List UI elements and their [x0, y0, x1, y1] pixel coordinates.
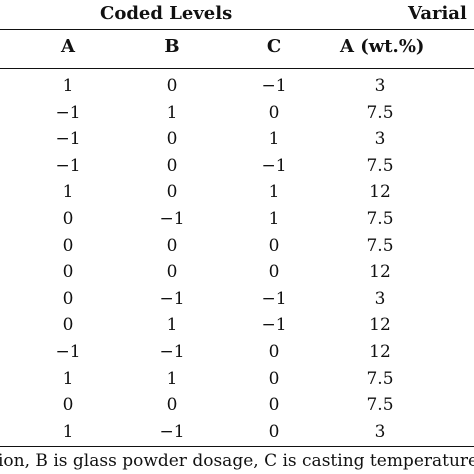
column-header-a-wt: A (wt.%) — [340, 36, 425, 57]
table-cell: −1 — [159, 421, 185, 442]
table-cell: 0 — [62, 262, 74, 283]
table-cell: 7.5 — [366, 368, 394, 389]
header-rule-bottom — [0, 68, 474, 69]
table-cell: 0 — [62, 209, 74, 229]
table-cell: −1 — [55, 342, 81, 362]
table-cell: 0 — [268, 235, 280, 256]
table-cell: 0 — [62, 235, 74, 256]
table-bottom-rule — [0, 446, 474, 447]
table-cell: 3 — [374, 421, 386, 442]
table-cell: −1 — [261, 315, 287, 336]
variables-header: Varial — [408, 3, 467, 24]
table-cell: 0 — [166, 395, 178, 416]
table-cell: −1 — [159, 342, 185, 362]
table-cell: −1 — [159, 209, 185, 229]
table-cell: 0 — [268, 368, 280, 389]
table-cell: 7.5 — [366, 102, 394, 123]
table-cell: −1 — [261, 76, 287, 96]
column-header-b: B — [164, 36, 180, 57]
table-cell: −1 — [159, 288, 185, 309]
table-cell: 0 — [268, 342, 280, 362]
table-cell: 12 — [369, 182, 391, 203]
table-cell: 3 — [374, 76, 386, 96]
table-cell: 0 — [268, 102, 280, 123]
table-cell: 0 — [166, 76, 178, 96]
header-rule-top — [0, 29, 474, 30]
table-cell: −1 — [55, 155, 81, 176]
table-cell: 12 — [369, 262, 391, 283]
table-cell: 0 — [268, 421, 280, 442]
table-cell: 0 — [268, 395, 280, 416]
table-cell: 1 — [268, 182, 280, 203]
table-cell: 0 — [166, 262, 178, 283]
column-header-c: C — [266, 36, 282, 57]
table-cell: −1 — [55, 102, 81, 123]
table-cell: 7.5 — [366, 155, 394, 176]
table-cell: 7.5 — [366, 209, 394, 229]
table-cell: 12 — [369, 315, 391, 336]
table-cell: 1 — [62, 182, 74, 203]
table-footnote: ion, B is glass powder dosage, C is cast… — [0, 451, 474, 471]
table-cell: 12 — [369, 342, 391, 362]
table-cell: 7.5 — [366, 235, 394, 256]
table-cell: 0 — [166, 155, 178, 176]
table-cell: 0 — [166, 182, 178, 203]
table-cell: 1 — [62, 368, 74, 389]
table-cell: 7.5 — [366, 395, 394, 416]
table-cell: 0 — [62, 288, 74, 309]
table-cell: 1 — [268, 129, 280, 150]
table-cell: 0 — [62, 395, 74, 416]
table-cell: 1 — [166, 315, 178, 336]
table-cell: 0 — [62, 315, 74, 336]
table-cell: −1 — [261, 155, 287, 176]
table-cell: 1 — [166, 102, 178, 123]
table-cell: −1 — [55, 129, 81, 150]
column-header-a: A — [61, 36, 75, 57]
table-cell: 1 — [62, 76, 74, 96]
table-cell: 1 — [62, 421, 74, 442]
table-cell: 0 — [166, 235, 178, 256]
table-cell: 3 — [374, 129, 386, 150]
table-cell: 3 — [374, 288, 386, 309]
coded-levels-header: Coded Levels — [100, 3, 233, 24]
table-cell: 0 — [166, 129, 178, 150]
table-cell: 1 — [166, 368, 178, 389]
table-cell: 1 — [268, 209, 280, 229]
table-cell: 0 — [268, 262, 280, 283]
table-cell: −1 — [261, 288, 287, 309]
